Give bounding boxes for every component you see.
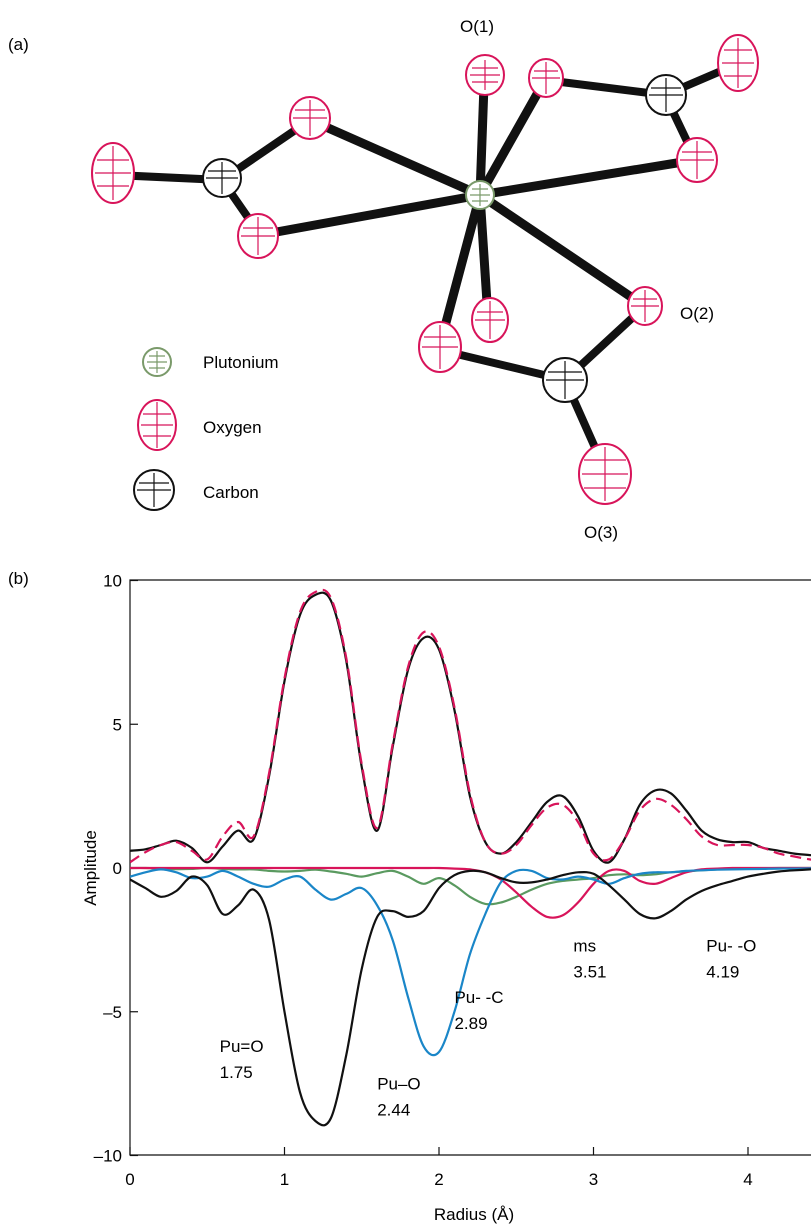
atom-c1 [202,158,242,198]
panel-a: (a) [8,17,759,542]
atom-pu [465,180,495,210]
panel-b-label: (b) [8,569,29,588]
atom-o-top [528,58,564,98]
legend-item-oxygen: Oxygen [137,399,262,451]
legend-label-oxygen: Oxygen [203,418,262,437]
atom-o-left-bottom [237,213,279,259]
series-line-pu-o-244 [130,867,811,1057]
annotation-label: Pu- -O 4.19 [706,936,756,981]
legend: Plutonium Oxygen Carbon [133,347,279,511]
atom-o1 [465,54,505,96]
series-line-fit [130,588,811,864]
x-tick-label: 4 [743,1170,752,1189]
y-tick-label: 5 [113,715,122,734]
bonds [111,61,739,474]
legend-label-carbon: Carbon [203,483,259,502]
y-tick-label: 0 [113,859,122,878]
bond-pu-o-top [475,75,550,200]
atom-o-right [676,137,718,183]
panel-a-label: (a) [8,35,29,54]
x-tick-label: 1 [280,1170,289,1189]
atom-c2 [645,74,687,116]
y-tick-label: –5 [103,1003,122,1022]
bond-pu-o2 [475,190,648,310]
bond-pu-o-left-top [305,115,485,200]
annotation-label: Pu- -C 2.89 [454,988,503,1033]
panel-b: (b) –10 –5 0 5 10 0 1 2 3 4 Pu=O 1.75 Pu–O 2.44 Pu- … [8,569,811,1224]
annotations: Pu=O 1.75 Pu–O 2.44 Pu- -C 2.89 ms 3.51 Pu- -O 4.… [220,936,757,1119]
x-axis-label: Radius (Å) [434,1205,514,1224]
y-tick-label: 10 [103,572,122,591]
atom-o-bottom [471,297,509,343]
atoms [91,34,759,505]
x-tick-label: 0 [125,1170,134,1189]
series-line-pu-o-175 [130,868,811,1127]
y-ticks: –10 –5 0 5 10 [94,572,138,1166]
atom-o-left-top [289,96,331,140]
bond-pu-o-right [475,155,700,200]
bond-pu-o-left-bottom [255,190,485,240]
atom-o3 [578,443,632,505]
oxygen-swatch-icon [137,399,177,451]
plutonium-swatch-icon [142,347,172,377]
y-tick-label: –10 [94,1147,122,1166]
annotation-label: Pu=O 1.75 [220,1037,264,1082]
legend-label-plutonium: Plutonium [203,353,279,372]
atom-o-far-left [91,142,135,204]
legend-item-plutonium: Plutonium [142,347,279,377]
label-o2: O(2) [680,304,714,323]
atom-o2 [627,286,663,326]
annotation-label: ms 3.51 [573,936,606,981]
series-line-data [130,591,811,864]
carbon-swatch-icon [133,469,175,511]
x-tick-label: 2 [434,1170,443,1189]
bond-pu-o-lower-left [435,190,485,350]
series-lines [130,588,811,1127]
bond-c2-o [541,76,669,99]
legend-item-carbon: Carbon [133,469,259,511]
x-tick-label: 3 [589,1170,598,1189]
label-o3: O(3) [584,523,618,542]
atom-c3 [542,357,588,403]
bond-pu-o1 [475,80,489,200]
label-o1: O(1) [460,17,494,36]
annotation-label: Pu–O 2.44 [377,1074,420,1119]
atom-o-lower-left [418,321,462,373]
y-axis-label: Amplitude [81,830,100,906]
atom-o-far-top-right [717,34,759,92]
x-ticks: 0 1 2 3 4 [125,1147,753,1189]
